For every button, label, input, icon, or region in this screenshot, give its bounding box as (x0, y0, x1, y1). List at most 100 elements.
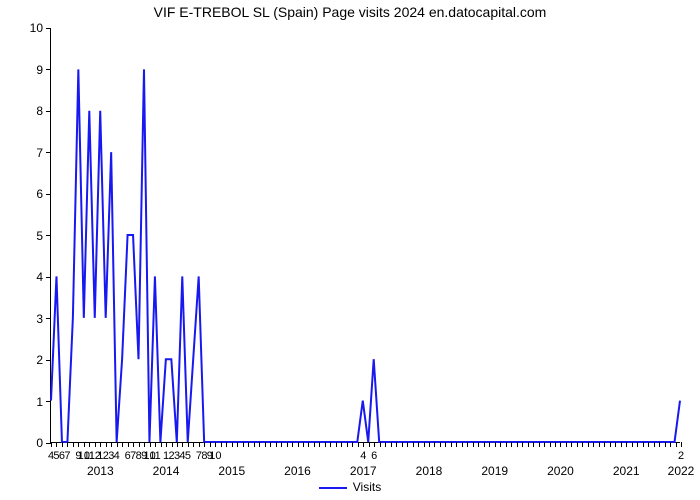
x-tick-label: 2 (678, 450, 684, 462)
x-tick (577, 442, 578, 447)
x-tick (215, 442, 216, 447)
x-tick (599, 442, 600, 447)
x-tick (615, 442, 616, 447)
x-tick (182, 442, 183, 447)
x-tick (276, 442, 277, 447)
x-tick (352, 442, 353, 447)
x-tick (84, 442, 85, 447)
x-tick (654, 442, 655, 447)
x-tick (484, 442, 485, 447)
x-tick (610, 442, 611, 447)
x-tick (73, 442, 74, 447)
x-tick (643, 442, 644, 447)
x-tick (566, 442, 567, 447)
x-tick (226, 442, 227, 447)
y-tick (46, 111, 51, 112)
x-tick (325, 442, 326, 447)
y-tick-label: 1 (21, 395, 43, 409)
y-tick (46, 360, 51, 361)
x-tick (456, 442, 457, 447)
x-tick (429, 442, 430, 447)
x-tick (166, 442, 167, 447)
x-tick-label: 5 (185, 450, 191, 462)
x-tick (106, 442, 107, 447)
x-tick (281, 442, 282, 447)
x-tick (292, 442, 293, 447)
x-tick (632, 442, 633, 447)
x-tick (89, 442, 90, 447)
x-tick (172, 442, 173, 447)
y-tick-label: 9 (21, 63, 43, 77)
x-tick (659, 442, 660, 447)
x-tick (117, 442, 118, 447)
x-tick (199, 442, 200, 447)
x-tick (528, 442, 529, 447)
x-tick (670, 442, 671, 447)
x-year-label: 2016 (284, 464, 311, 478)
x-tick (681, 442, 682, 447)
x-tick (232, 442, 233, 447)
x-tick (78, 442, 79, 447)
x-tick (396, 442, 397, 447)
x-tick (385, 442, 386, 447)
x-tick (451, 442, 452, 447)
chart-title: VIF E-TREBOL SL (Spain) Page visits 2024… (0, 4, 700, 20)
x-tick (621, 442, 622, 447)
y-tick (46, 235, 51, 236)
x-tick (319, 442, 320, 447)
y-tick (46, 194, 51, 195)
y-tick (46, 69, 51, 70)
legend-swatch (319, 487, 347, 489)
y-tick (46, 318, 51, 319)
x-tick (330, 442, 331, 447)
x-tick (440, 442, 441, 447)
x-tick (544, 442, 545, 447)
x-tick (533, 442, 534, 447)
chart-container: VIF E-TREBOL SL (Spain) Page visits 2024… (0, 0, 700, 500)
x-tick (287, 442, 288, 447)
x-tick-label: 11 (149, 450, 160, 462)
x-tick-label: 10 (209, 450, 221, 462)
y-tick (46, 277, 51, 278)
x-tick (418, 442, 419, 447)
x-tick (161, 442, 162, 447)
x-tick (314, 442, 315, 447)
x-tick (248, 442, 249, 447)
x-tick (604, 442, 605, 447)
visits-line (51, 69, 680, 442)
x-tick (155, 442, 156, 447)
x-tick (593, 442, 594, 447)
x-tick (407, 442, 408, 447)
x-tick (369, 442, 370, 447)
y-tick-label: 10 (21, 21, 43, 35)
x-tick (582, 442, 583, 447)
x-year-label: 2013 (87, 464, 114, 478)
x-year-label: 2021 (613, 464, 640, 478)
x-tick (676, 442, 677, 447)
x-tick (128, 442, 129, 447)
x-tick (133, 442, 134, 447)
y-tick-label: 5 (21, 229, 43, 243)
x-tick (550, 442, 551, 447)
x-tick (413, 442, 414, 447)
x-tick (434, 442, 435, 447)
x-tick (100, 442, 101, 447)
x-tick (341, 442, 342, 447)
x-tick (648, 442, 649, 447)
x-tick-label: 4 (114, 450, 120, 462)
x-tick (308, 442, 309, 447)
x-tick (462, 442, 463, 447)
x-tick (298, 442, 299, 447)
x-tick (150, 442, 151, 447)
x-year-label: 2014 (153, 464, 180, 478)
x-tick (588, 442, 589, 447)
y-tick (46, 28, 51, 29)
x-tick (265, 442, 266, 447)
x-tick (665, 442, 666, 447)
x-tick (243, 442, 244, 447)
x-year-label: 2022 (668, 464, 695, 478)
x-tick (122, 442, 123, 447)
x-tick (67, 442, 68, 447)
x-tick (111, 442, 112, 447)
x-tick (336, 442, 337, 447)
